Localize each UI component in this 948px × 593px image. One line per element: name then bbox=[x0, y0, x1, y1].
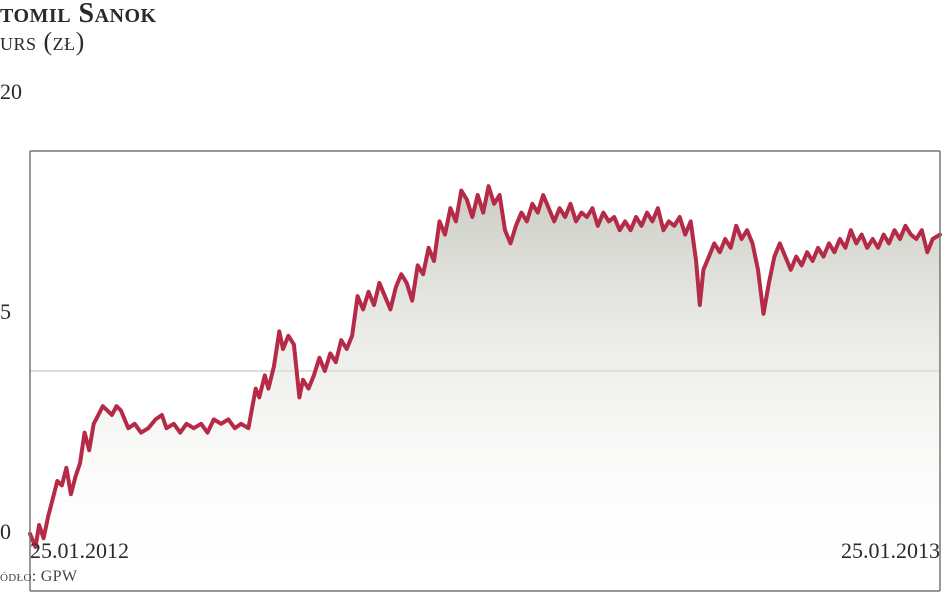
x-axis-tick: 25.01.2012 bbox=[30, 538, 129, 564]
chart-plot-area bbox=[0, 59, 948, 593]
y-axis-tick: 5 bbox=[0, 299, 11, 325]
price-chart-svg bbox=[0, 59, 948, 593]
chart-subtitle: urs (zł) bbox=[0, 28, 948, 55]
y-axis-tick: 0 bbox=[0, 519, 11, 545]
chart-title: tomil Sanok bbox=[0, 0, 948, 28]
chart-container: tomil Sanok urs (zł) 0 5 20 25.01.2012 25.01… bbox=[0, 0, 948, 593]
y-axis-tick: 20 bbox=[0, 79, 22, 105]
x-axis-tick: 25.01.2013 bbox=[841, 538, 940, 564]
chart-header: tomil Sanok urs (zł) bbox=[0, 0, 948, 59]
chart-source: ódło: GPW bbox=[0, 568, 77, 586]
